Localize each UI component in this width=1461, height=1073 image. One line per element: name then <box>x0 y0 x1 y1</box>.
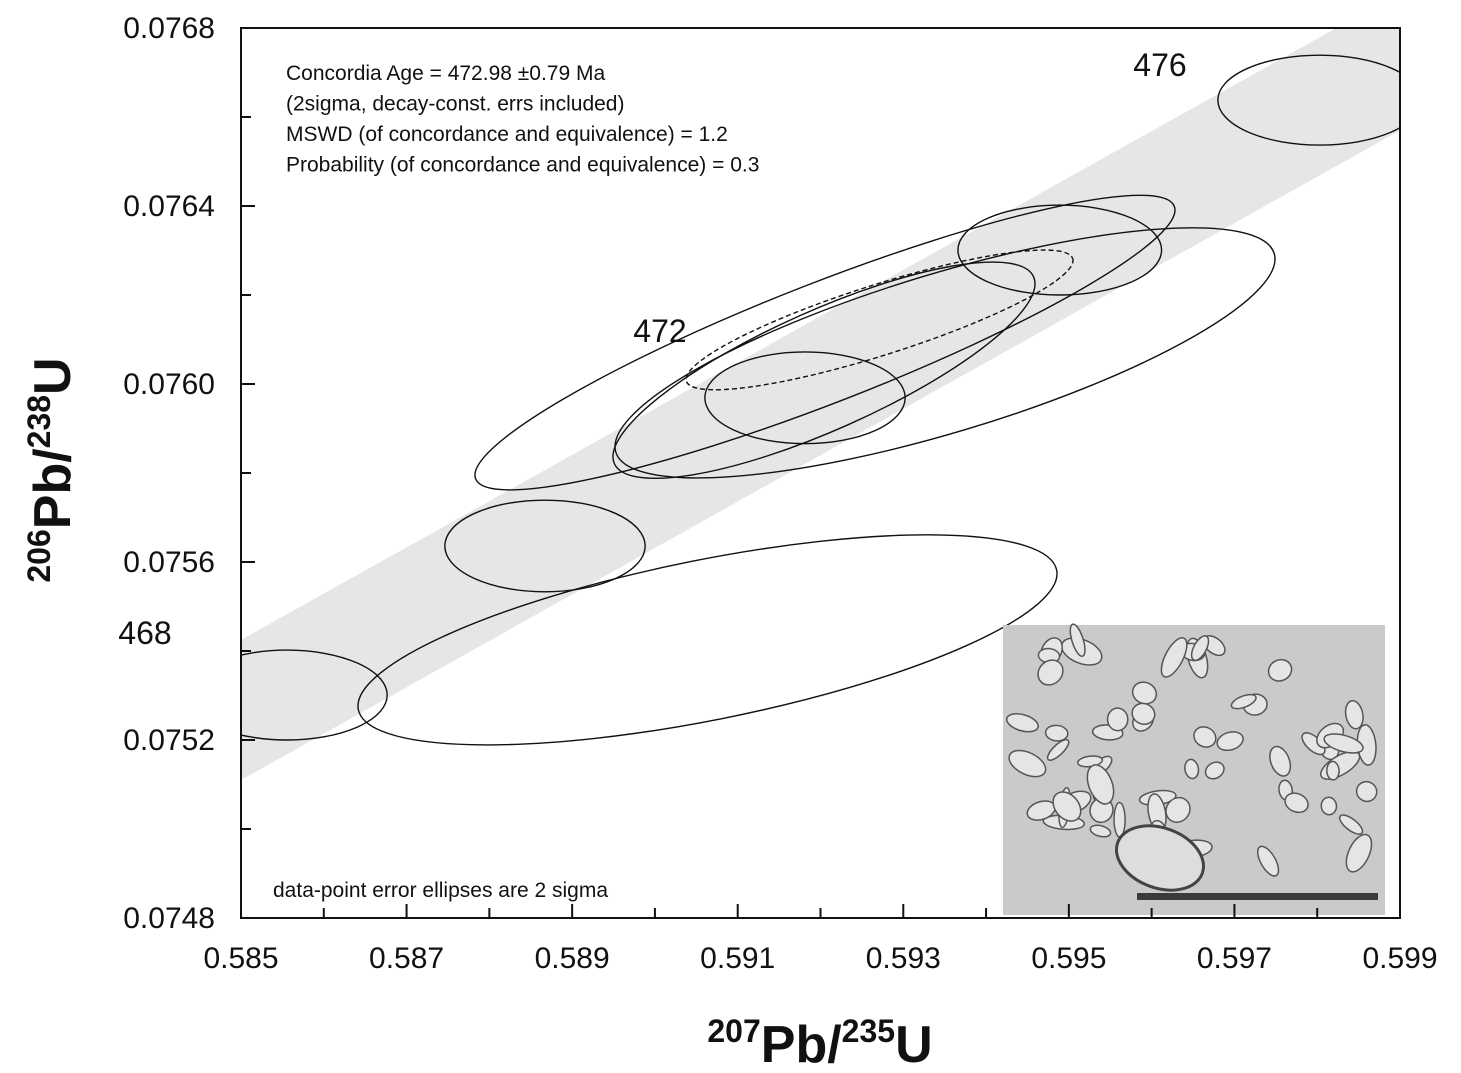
x-tick-label: 0.585 <box>203 942 278 975</box>
crystal <box>1114 824 1206 892</box>
x-tick-label: 0.595 <box>1031 942 1106 975</box>
annotation: Concordia Age = 472.98 ±0.79 Ma <box>286 62 605 85</box>
crystal <box>1344 700 1364 730</box>
crystal <box>1257 845 1280 877</box>
crystal <box>1269 745 1292 777</box>
label-superscript: 238 <box>21 395 57 448</box>
crystal <box>1267 658 1293 682</box>
crystal <box>1052 791 1082 822</box>
label-superscript: 206 <box>21 529 57 582</box>
crystal <box>1037 659 1064 686</box>
crystal <box>1184 758 1200 780</box>
annotation: Probability (of concordance and equivale… <box>286 154 759 177</box>
crystal <box>1326 760 1340 781</box>
error-ellipse <box>474 194 1176 491</box>
error-ellipse <box>444 499 646 593</box>
axis-label: 206Pb/238U <box>21 357 82 582</box>
crystal <box>1131 681 1158 705</box>
crystal <box>1008 749 1047 778</box>
crystal <box>1204 761 1225 780</box>
error-ellipse <box>704 351 906 445</box>
concordia-age-ellipse <box>685 249 1074 391</box>
error-ellipse <box>1217 54 1400 146</box>
age-label: 468 <box>118 615 171 651</box>
label-superscript: 207 <box>707 1013 760 1049</box>
crystal <box>1069 623 1086 658</box>
crystal <box>1086 764 1115 805</box>
photo-inset <box>1003 623 1385 915</box>
x-tick-label: 0.587 <box>369 942 444 975</box>
crystal <box>1230 693 1257 710</box>
crystal <box>1165 796 1191 823</box>
axis-label: 207Pb/235U <box>707 1013 932 1073</box>
crystal <box>1089 824 1112 838</box>
x-tick-label: 0.593 <box>866 942 941 975</box>
label-part: U <box>895 1016 933 1073</box>
scale-bar <box>1137 893 1378 900</box>
x-tick-label: 0.599 <box>1362 942 1437 975</box>
annotation: MSWD (of concordance and equivalence) = … <box>286 123 728 146</box>
error-ellipse <box>612 261 1036 480</box>
error-ellipse <box>241 649 388 741</box>
crystal <box>1193 726 1217 748</box>
crystal <box>1160 636 1188 678</box>
age-label: 476 <box>1133 47 1186 83</box>
label-part: U <box>24 357 82 395</box>
footnote: data-point error ellipses are 2 sigma <box>273 879 608 902</box>
crystal <box>1320 796 1338 816</box>
y-tick-label: 0.0760 <box>123 368 215 401</box>
y-tick-label: 0.0748 <box>123 902 215 935</box>
label-part: Pb/ <box>761 1016 842 1073</box>
crystal <box>1044 724 1069 742</box>
crystal <box>1046 738 1070 761</box>
y-tick-label: 0.0756 <box>123 546 215 579</box>
x-tick-label: 0.591 <box>700 942 775 975</box>
x-tick-label: 0.589 <box>535 942 610 975</box>
label-superscript: 235 <box>842 1013 895 1049</box>
error-ellipse <box>357 534 1058 746</box>
age-label: 472 <box>633 313 686 349</box>
y-tick-label: 0.0768 <box>123 12 215 45</box>
error-ellipse <box>614 227 1276 479</box>
y-tick-label: 0.0764 <box>123 190 215 223</box>
crystal <box>1284 792 1309 814</box>
crystal <box>1113 801 1126 838</box>
x-tick-label: 0.597 <box>1197 942 1272 975</box>
crystal <box>1216 731 1244 752</box>
label-part: Pb/ <box>24 448 82 529</box>
crystal <box>1345 833 1373 873</box>
y-tick-label: 0.0752 <box>123 724 215 757</box>
crystal <box>1355 780 1378 803</box>
error-ellipse <box>957 204 1163 296</box>
crystal <box>1190 635 1210 662</box>
crystal <box>1323 733 1364 754</box>
crystal <box>1131 702 1156 725</box>
annotation: (2sigma, decay-const. errs included) <box>286 93 624 116</box>
crystal <box>1005 713 1039 733</box>
annotations: 0.585 0.587 0.589 0.591 0.593 0.595 0.597 0.599… <box>21 12 1438 1073</box>
crystal <box>1106 707 1129 732</box>
crystal <box>1338 814 1364 835</box>
ellipse-layer <box>241 54 1400 746</box>
